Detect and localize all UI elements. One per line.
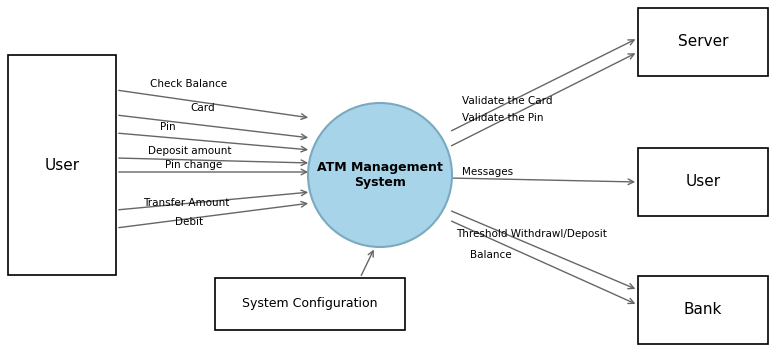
Bar <box>638 8 768 76</box>
Text: ATM Management
System: ATM Management System <box>317 161 443 189</box>
Text: User: User <box>44 158 80 172</box>
Text: Pin change: Pin change <box>165 160 222 170</box>
Text: User: User <box>686 175 721 189</box>
Text: Validate the Pin: Validate the Pin <box>462 113 544 123</box>
Text: Balance: Balance <box>470 250 512 260</box>
Bar <box>638 276 768 344</box>
Text: Debit: Debit <box>175 217 203 227</box>
Text: Threshold Withdrawl/Deposit: Threshold Withdrawl/Deposit <box>456 229 607 239</box>
Bar <box>638 148 768 216</box>
Text: Pin: Pin <box>160 122 176 132</box>
Bar <box>215 278 405 330</box>
Text: Validate the Card: Validate the Card <box>462 96 552 106</box>
Text: Check Balance: Check Balance <box>150 79 227 89</box>
Text: Messages: Messages <box>462 167 513 177</box>
Text: Bank: Bank <box>684 302 722 318</box>
Text: Deposit amount: Deposit amount <box>148 146 232 156</box>
Text: Transfer Amount: Transfer Amount <box>143 198 229 208</box>
Ellipse shape <box>308 103 452 247</box>
Text: System Configuration: System Configuration <box>243 297 378 310</box>
Text: Server: Server <box>678 35 729 49</box>
Text: Card: Card <box>190 103 214 113</box>
Bar <box>8 55 116 275</box>
